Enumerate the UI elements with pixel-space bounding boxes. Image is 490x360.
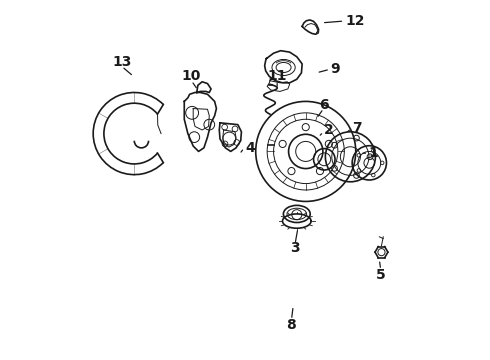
- Text: 13: 13: [112, 55, 131, 69]
- Text: 1: 1: [368, 146, 378, 160]
- Text: 5: 5: [376, 268, 386, 282]
- Text: 4: 4: [245, 141, 255, 155]
- Text: 8: 8: [287, 318, 296, 332]
- Text: 11: 11: [268, 69, 287, 84]
- Text: 10: 10: [182, 69, 201, 84]
- Text: 3: 3: [290, 241, 300, 255]
- Text: 9: 9: [331, 62, 341, 76]
- Text: 12: 12: [345, 14, 365, 28]
- Text: 6: 6: [319, 98, 328, 112]
- Text: 2: 2: [323, 123, 333, 137]
- Text: 7: 7: [352, 121, 362, 135]
